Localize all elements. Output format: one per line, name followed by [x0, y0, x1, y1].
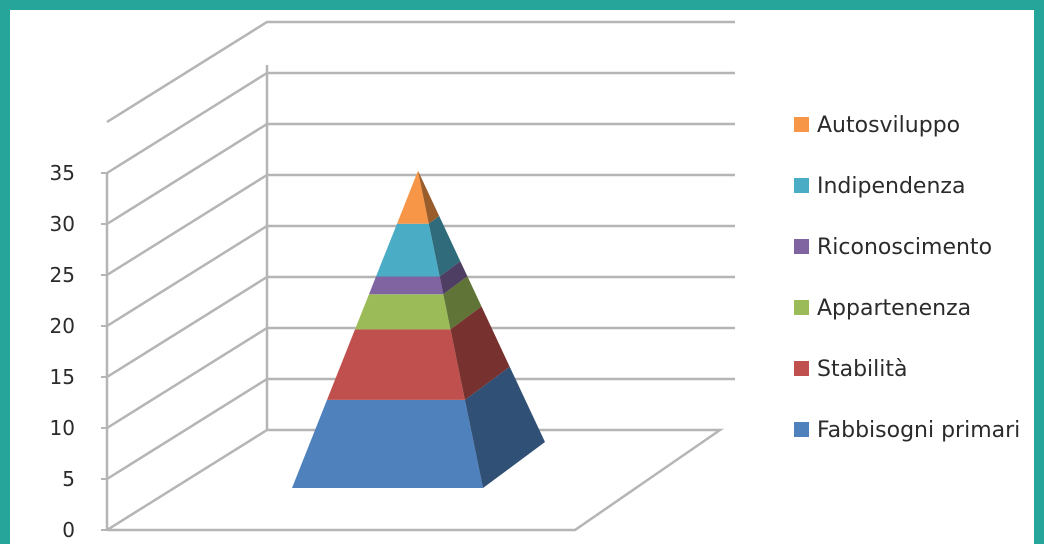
y-axis-ticks: 0 5 10 15 20 25 30 35 — [50, 161, 107, 542]
gridline — [106, 377, 735, 481]
pyramid-segments — [292, 170, 545, 488]
gridline — [106, 173, 735, 277]
legend-item: Appartenenza — [794, 296, 971, 321]
pyramid-segment — [369, 261, 468, 295]
legend-label: Autosviluppo — [817, 113, 960, 138]
pyramid-segment-side — [428, 216, 461, 277]
pyramid-segment-front — [327, 329, 465, 400]
legend-label: Stabilità — [817, 357, 907, 382]
chart-walls — [105, 65, 725, 532]
legend-item: Indipendenza — [794, 174, 965, 199]
legend-swatch — [794, 422, 809, 437]
y-tick-label: 0 — [62, 518, 75, 542]
legend-swatch — [794, 239, 809, 254]
pyramid-segment-side — [443, 276, 482, 330]
pyramid-segment-side — [450, 306, 510, 400]
pyramid-segment-side — [439, 261, 468, 295]
chart-floor — [106, 428, 725, 532]
pyramid-segment — [355, 276, 482, 330]
pyramid-segment-side — [418, 170, 440, 224]
legend-label: Riconoscimento — [817, 235, 992, 260]
legend-item: Stabilità — [794, 357, 907, 382]
pyramid-segment — [397, 170, 440, 224]
y-tick-label: 10 — [50, 416, 75, 440]
pyramid-segment-side — [464, 366, 545, 488]
legend-item: Autosviluppo — [794, 113, 960, 138]
legend: Autosviluppo Indipendenza Riconoscimento Ap… — [794, 113, 1020, 443]
legend-item: Fabbisogni primari — [794, 418, 1020, 443]
gridline — [106, 122, 735, 226]
gridline — [106, 326, 735, 430]
gridline — [106, 224, 735, 328]
gridline — [106, 20, 735, 124]
pyramid-segment-front — [355, 294, 451, 330]
y-tick-label: 20 — [50, 314, 75, 338]
legend-item: Riconoscimento — [794, 235, 992, 260]
y-tick-label: 5 — [62, 467, 75, 491]
legend-swatch — [794, 117, 809, 132]
legend-label: Indipendenza — [817, 174, 965, 199]
legend-label: Appartenenza — [817, 296, 971, 321]
y-tick-label: 25 — [50, 263, 75, 287]
pyramid-segment-front — [369, 276, 444, 295]
pyramid-segment-front — [397, 170, 429, 224]
legend-swatch — [794, 361, 809, 376]
legend-label: Fabbisogni primari — [817, 418, 1020, 443]
y-tick-label: 30 — [50, 212, 75, 236]
y-tick-label: 35 — [50, 161, 75, 185]
legend-swatch — [794, 300, 809, 315]
pyramid-segment-front — [376, 223, 440, 277]
pyramid-segment-front — [292, 399, 483, 488]
y-tick-label: 15 — [50, 365, 75, 389]
pyramid-segment — [376, 216, 461, 277]
gridline — [106, 71, 735, 175]
pyramid-segment — [292, 366, 545, 488]
legend-swatch — [794, 178, 809, 193]
gridline — [106, 275, 735, 379]
pyramid-segment — [327, 306, 510, 400]
gridlines — [106, 20, 735, 481]
